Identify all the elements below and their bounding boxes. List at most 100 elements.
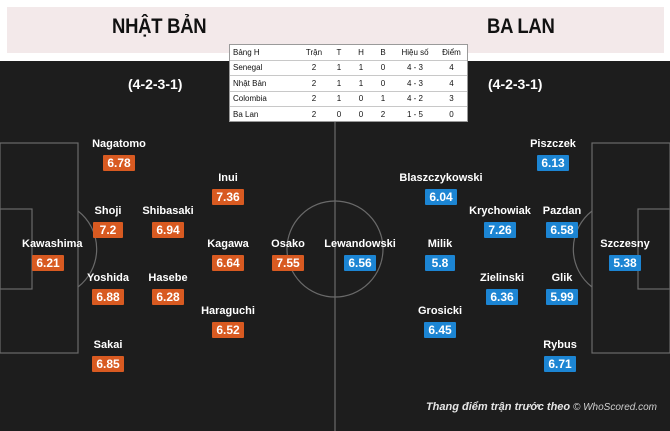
player-name: Grosicki	[417, 305, 463, 317]
player-rating: 6.36	[486, 289, 518, 305]
table-cell: 1	[328, 60, 350, 76]
pitch-lines	[0, 61, 670, 431]
player-rating: 5.8	[425, 255, 455, 271]
player-name: Haraguchi	[201, 305, 255, 317]
column-header: Trận	[300, 45, 328, 61]
table-row: Nhật Bản 2 1 1 0 4 - 3 4	[230, 75, 467, 92]
table-cell: 2	[380, 109, 386, 119]
player-name: Shibasaki	[142, 205, 194, 217]
player-name: Szczesny	[600, 238, 650, 250]
player-rating: 6.28	[152, 289, 184, 305]
player-name: Kawashima	[22, 238, 83, 250]
player-name: Yoshida	[87, 272, 129, 284]
player-name: Milik	[427, 238, 453, 250]
table-cell: 1	[328, 91, 350, 107]
table-cell: Nhật Bản	[230, 75, 300, 92]
player-card: Grosicki 6.45	[410, 305, 470, 339]
player-rating: 7.55	[272, 255, 304, 271]
player-rating: 6.71	[544, 356, 576, 372]
table-cell: 0	[350, 91, 372, 107]
player-card: Hasebe 6.28	[138, 272, 198, 306]
player-card: Nagatomo 6.78	[84, 138, 154, 172]
table-cell: 0	[372, 75, 394, 92]
caption-text: Thang điểm trận trước theo	[425, 401, 571, 413]
player-card: Glik 5.99	[532, 272, 592, 306]
team-name-poland: BA LAN	[487, 15, 555, 38]
table-cell: Colombia	[230, 91, 300, 107]
player-card: Kagawa 6.64	[198, 238, 258, 272]
player-rating: 6.85	[92, 356, 124, 372]
player-card: Zielinski 6.36	[472, 272, 532, 306]
table-cell: 1	[350, 75, 372, 92]
player-name: Lewandowski	[324, 238, 396, 250]
player-card: Kawashima 6.21	[22, 238, 83, 272]
player-rating: 6.56	[344, 255, 376, 271]
table-cell: Ba Lan	[233, 109, 259, 119]
group-standings-table: Bảng H Trận T H B Hiệu số Điểm Senegal 2…	[229, 44, 468, 122]
column-header: Bảng H	[230, 45, 300, 61]
player-card: Lewandowski 6.56	[320, 238, 400, 272]
player-name: Blaszczykowski	[399, 172, 483, 184]
player-card: Inui 7.36	[198, 172, 258, 206]
player-card: Shoji 7.2	[78, 205, 138, 239]
player-card: Sakai 6.85	[78, 339, 138, 373]
player-rating: 6.21	[32, 255, 64, 271]
player-card: Rybus 6.71	[530, 339, 590, 373]
player-rating: 6.04	[425, 189, 457, 205]
player-name: Shoji	[94, 205, 122, 217]
player-rating: 6.58	[546, 222, 578, 238]
table-cell: 2	[300, 60, 328, 76]
column-header: H	[350, 45, 372, 61]
player-card: Shibasaki 6.94	[138, 205, 198, 239]
player-name: Rybus	[543, 339, 577, 351]
team-name-japan: NHẬT BẢN	[112, 15, 207, 38]
player-name: Zielinski	[479, 272, 525, 284]
column-header: B	[372, 45, 394, 61]
table-cell: 4	[436, 75, 467, 92]
player-rating: 5.99	[546, 289, 578, 305]
table-cell: 1	[328, 75, 350, 92]
player-rating: 6.13	[537, 155, 569, 171]
player-rating: 6.88	[92, 289, 124, 305]
player-name: Osako	[271, 238, 305, 250]
table-header-row: Bảng H Trận T H B Hiệu số Điểm	[230, 45, 467, 61]
player-name: Inui	[218, 172, 238, 184]
table-row: Colombia 2 1 0 1 4 - 2 3	[230, 91, 467, 107]
player-rating: 6.45	[424, 322, 456, 338]
player-card: Pazdan 6.58	[532, 205, 592, 239]
player-card: Blaszczykowski 6.04	[396, 172, 486, 206]
player-name: Piszczek	[530, 138, 576, 150]
player-rating: 6.78	[103, 155, 135, 171]
player-name: Kagawa	[207, 238, 249, 250]
player-rating: 6.52	[212, 322, 244, 338]
table-cell: 0	[372, 60, 394, 76]
player-card: Osako 7.55	[258, 238, 318, 272]
player-rating: 7.2	[93, 222, 123, 238]
column-header: T	[328, 45, 350, 61]
table-cell: 2	[300, 75, 328, 92]
table-row: Ba Lan 2 0 0 2 1 - 5 0	[230, 107, 467, 122]
table-cell: 4 - 3	[394, 75, 436, 92]
table-cell: 1	[372, 91, 394, 107]
column-header: Hiệu số	[394, 45, 436, 61]
player-name: Glik	[551, 272, 573, 284]
player-name: Hasebe	[148, 272, 188, 284]
table-cell: 4 - 3	[394, 60, 436, 76]
player-card: Yoshida 6.88	[78, 272, 138, 306]
player-card: Krychowiak 7.26	[465, 205, 535, 239]
player-rating: 7.26	[484, 222, 516, 238]
formation-poland: (4-2-3-1)	[488, 76, 543, 92]
table-cell: 0	[358, 109, 364, 119]
player-card: Haraguchi 6.52	[198, 305, 258, 339]
player-rating: 7.36	[212, 189, 244, 205]
player-name: Krychowiak	[469, 205, 531, 217]
player-rating: 5.38	[609, 255, 641, 271]
player-rating: 6.94	[152, 222, 184, 238]
player-name: Pazdan	[542, 205, 582, 217]
player-card: Piszczek 6.13	[523, 138, 583, 172]
table-cell: 2	[300, 91, 328, 107]
column-header: Điểm	[436, 45, 467, 61]
caption: Thang điểm trận trước theo © WhoScored.c…	[426, 401, 657, 413]
formation-japan: (4-2-3-1)	[128, 76, 183, 92]
table-cell: 2	[311, 109, 317, 119]
